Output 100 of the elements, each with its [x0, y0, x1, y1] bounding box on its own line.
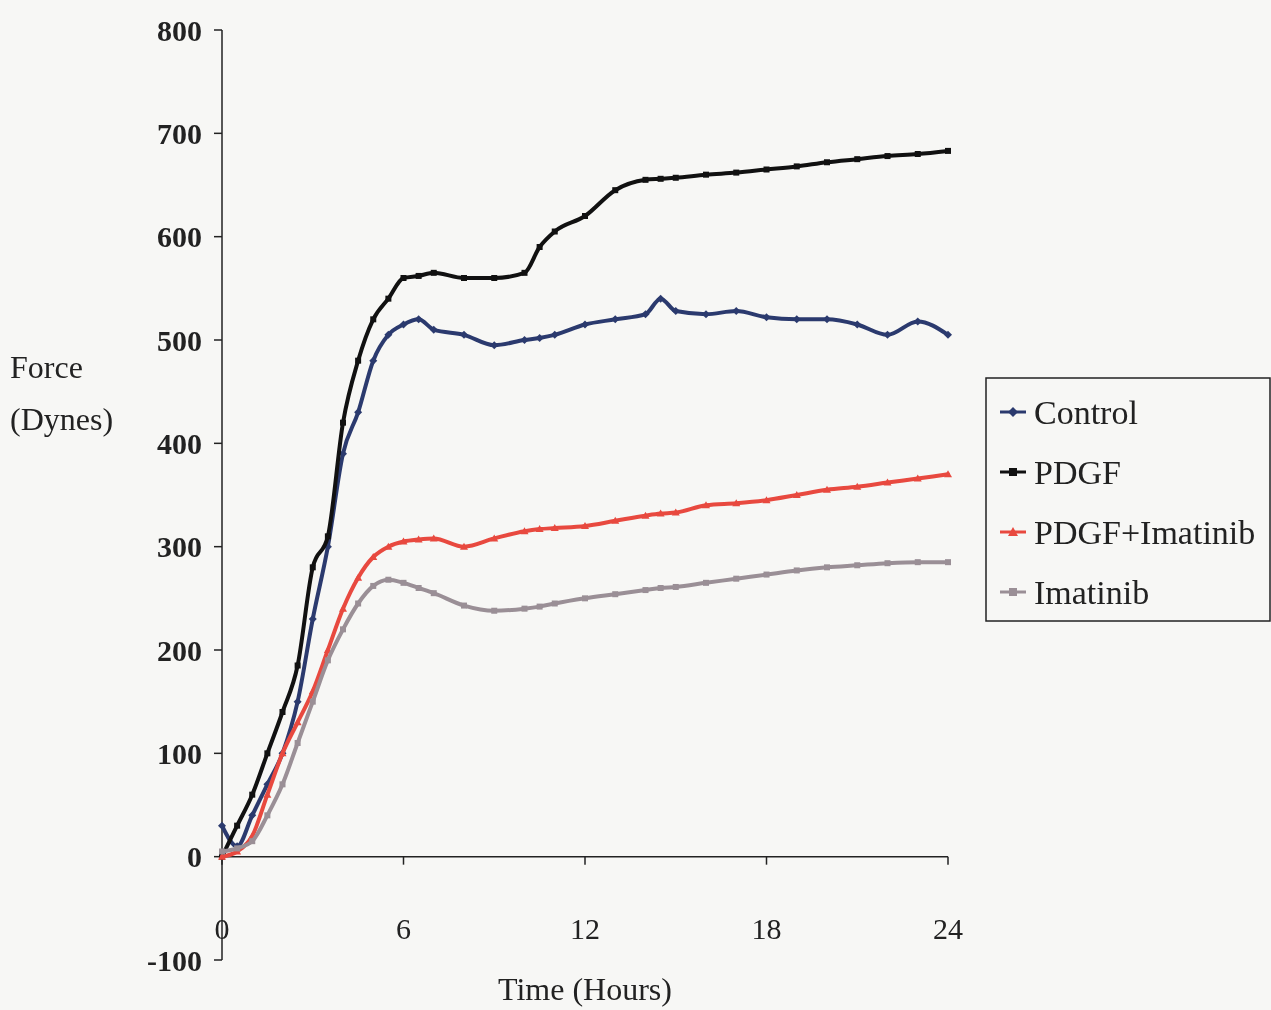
point	[219, 848, 225, 855]
point	[429, 325, 438, 334]
point	[884, 153, 891, 160]
point	[703, 171, 709, 178]
point	[354, 573, 363, 581]
point	[461, 275, 467, 281]
point	[656, 509, 665, 517]
legend-label: PDGF+Imatinib	[1034, 513, 1256, 551]
point	[293, 697, 302, 706]
point	[521, 269, 528, 276]
point	[355, 600, 362, 607]
y-tick-label: 400	[157, 426, 202, 460]
point	[642, 587, 649, 594]
point	[884, 560, 891, 567]
point	[460, 542, 468, 550]
point	[264, 750, 271, 757]
point	[279, 781, 286, 788]
point	[702, 501, 710, 509]
point	[671, 508, 680, 516]
point	[309, 698, 316, 705]
point	[399, 320, 408, 329]
point	[733, 575, 740, 582]
x-axis-title: Time (Hours)	[498, 971, 672, 1007]
point	[460, 330, 468, 339]
point	[672, 174, 679, 181]
point	[854, 156, 861, 163]
y-tick-label: 600	[157, 220, 202, 254]
point	[369, 356, 378, 365]
point	[248, 811, 257, 820]
point	[430, 590, 437, 597]
point	[535, 525, 544, 533]
point	[263, 790, 272, 798]
point	[400, 275, 407, 281]
point	[399, 537, 408, 545]
legend-label: Imatinib	[1034, 573, 1150, 611]
legend-label: PDGF	[1034, 453, 1121, 491]
point	[370, 316, 377, 323]
point	[792, 491, 801, 498]
point	[581, 522, 589, 529]
x-tick-label: 12	[570, 911, 600, 945]
point	[944, 470, 952, 478]
point	[370, 582, 377, 589]
point	[536, 244, 543, 250]
point	[264, 812, 271, 819]
y-tick-label: 800	[157, 13, 202, 47]
point	[702, 310, 710, 319]
point	[611, 516, 620, 524]
x-tick-label: 24	[933, 911, 963, 945]
point	[672, 583, 679, 590]
y-tick-label: 200	[157, 633, 202, 667]
legend-label: Control	[1034, 393, 1138, 431]
point	[763, 166, 770, 173]
point	[762, 496, 771, 504]
point	[415, 272, 422, 279]
point	[279, 709, 286, 715]
y-tick-label: 100	[157, 736, 202, 770]
x-tick-label: 18	[751, 911, 782, 945]
point	[656, 294, 665, 303]
point	[520, 336, 529, 344]
point	[355, 357, 362, 364]
point	[641, 310, 650, 319]
point	[793, 567, 800, 574]
point	[400, 579, 407, 586]
point	[384, 330, 393, 339]
point	[234, 822, 241, 829]
y-tick-label: 300	[157, 530, 202, 564]
point	[249, 791, 256, 798]
point	[535, 333, 544, 342]
point	[642, 176, 649, 183]
point	[732, 499, 741, 507]
point	[461, 602, 467, 609]
point	[520, 527, 529, 535]
point	[582, 213, 588, 219]
point	[308, 615, 317, 623]
point	[430, 269, 437, 276]
point	[854, 562, 861, 569]
point	[309, 564, 316, 571]
point	[551, 600, 558, 607]
y-axis-title: Force (Dynes)	[10, 349, 114, 437]
point	[944, 330, 952, 339]
point	[853, 482, 862, 490]
y-tick-label: 0	[187, 840, 202, 874]
point	[536, 603, 543, 610]
point	[945, 147, 951, 154]
point	[641, 511, 650, 519]
point	[339, 604, 347, 612]
point	[883, 478, 892, 486]
point	[657, 175, 664, 182]
point	[249, 838, 256, 845]
point	[491, 607, 498, 614]
point	[354, 408, 363, 417]
point	[369, 553, 378, 560]
point	[550, 330, 559, 339]
y-tick-label: -100	[147, 943, 202, 977]
y-tick-label: 700	[157, 116, 202, 150]
point	[703, 579, 709, 586]
point	[853, 320, 862, 329]
point	[914, 151, 921, 157]
point	[340, 419, 346, 426]
point	[551, 228, 558, 235]
